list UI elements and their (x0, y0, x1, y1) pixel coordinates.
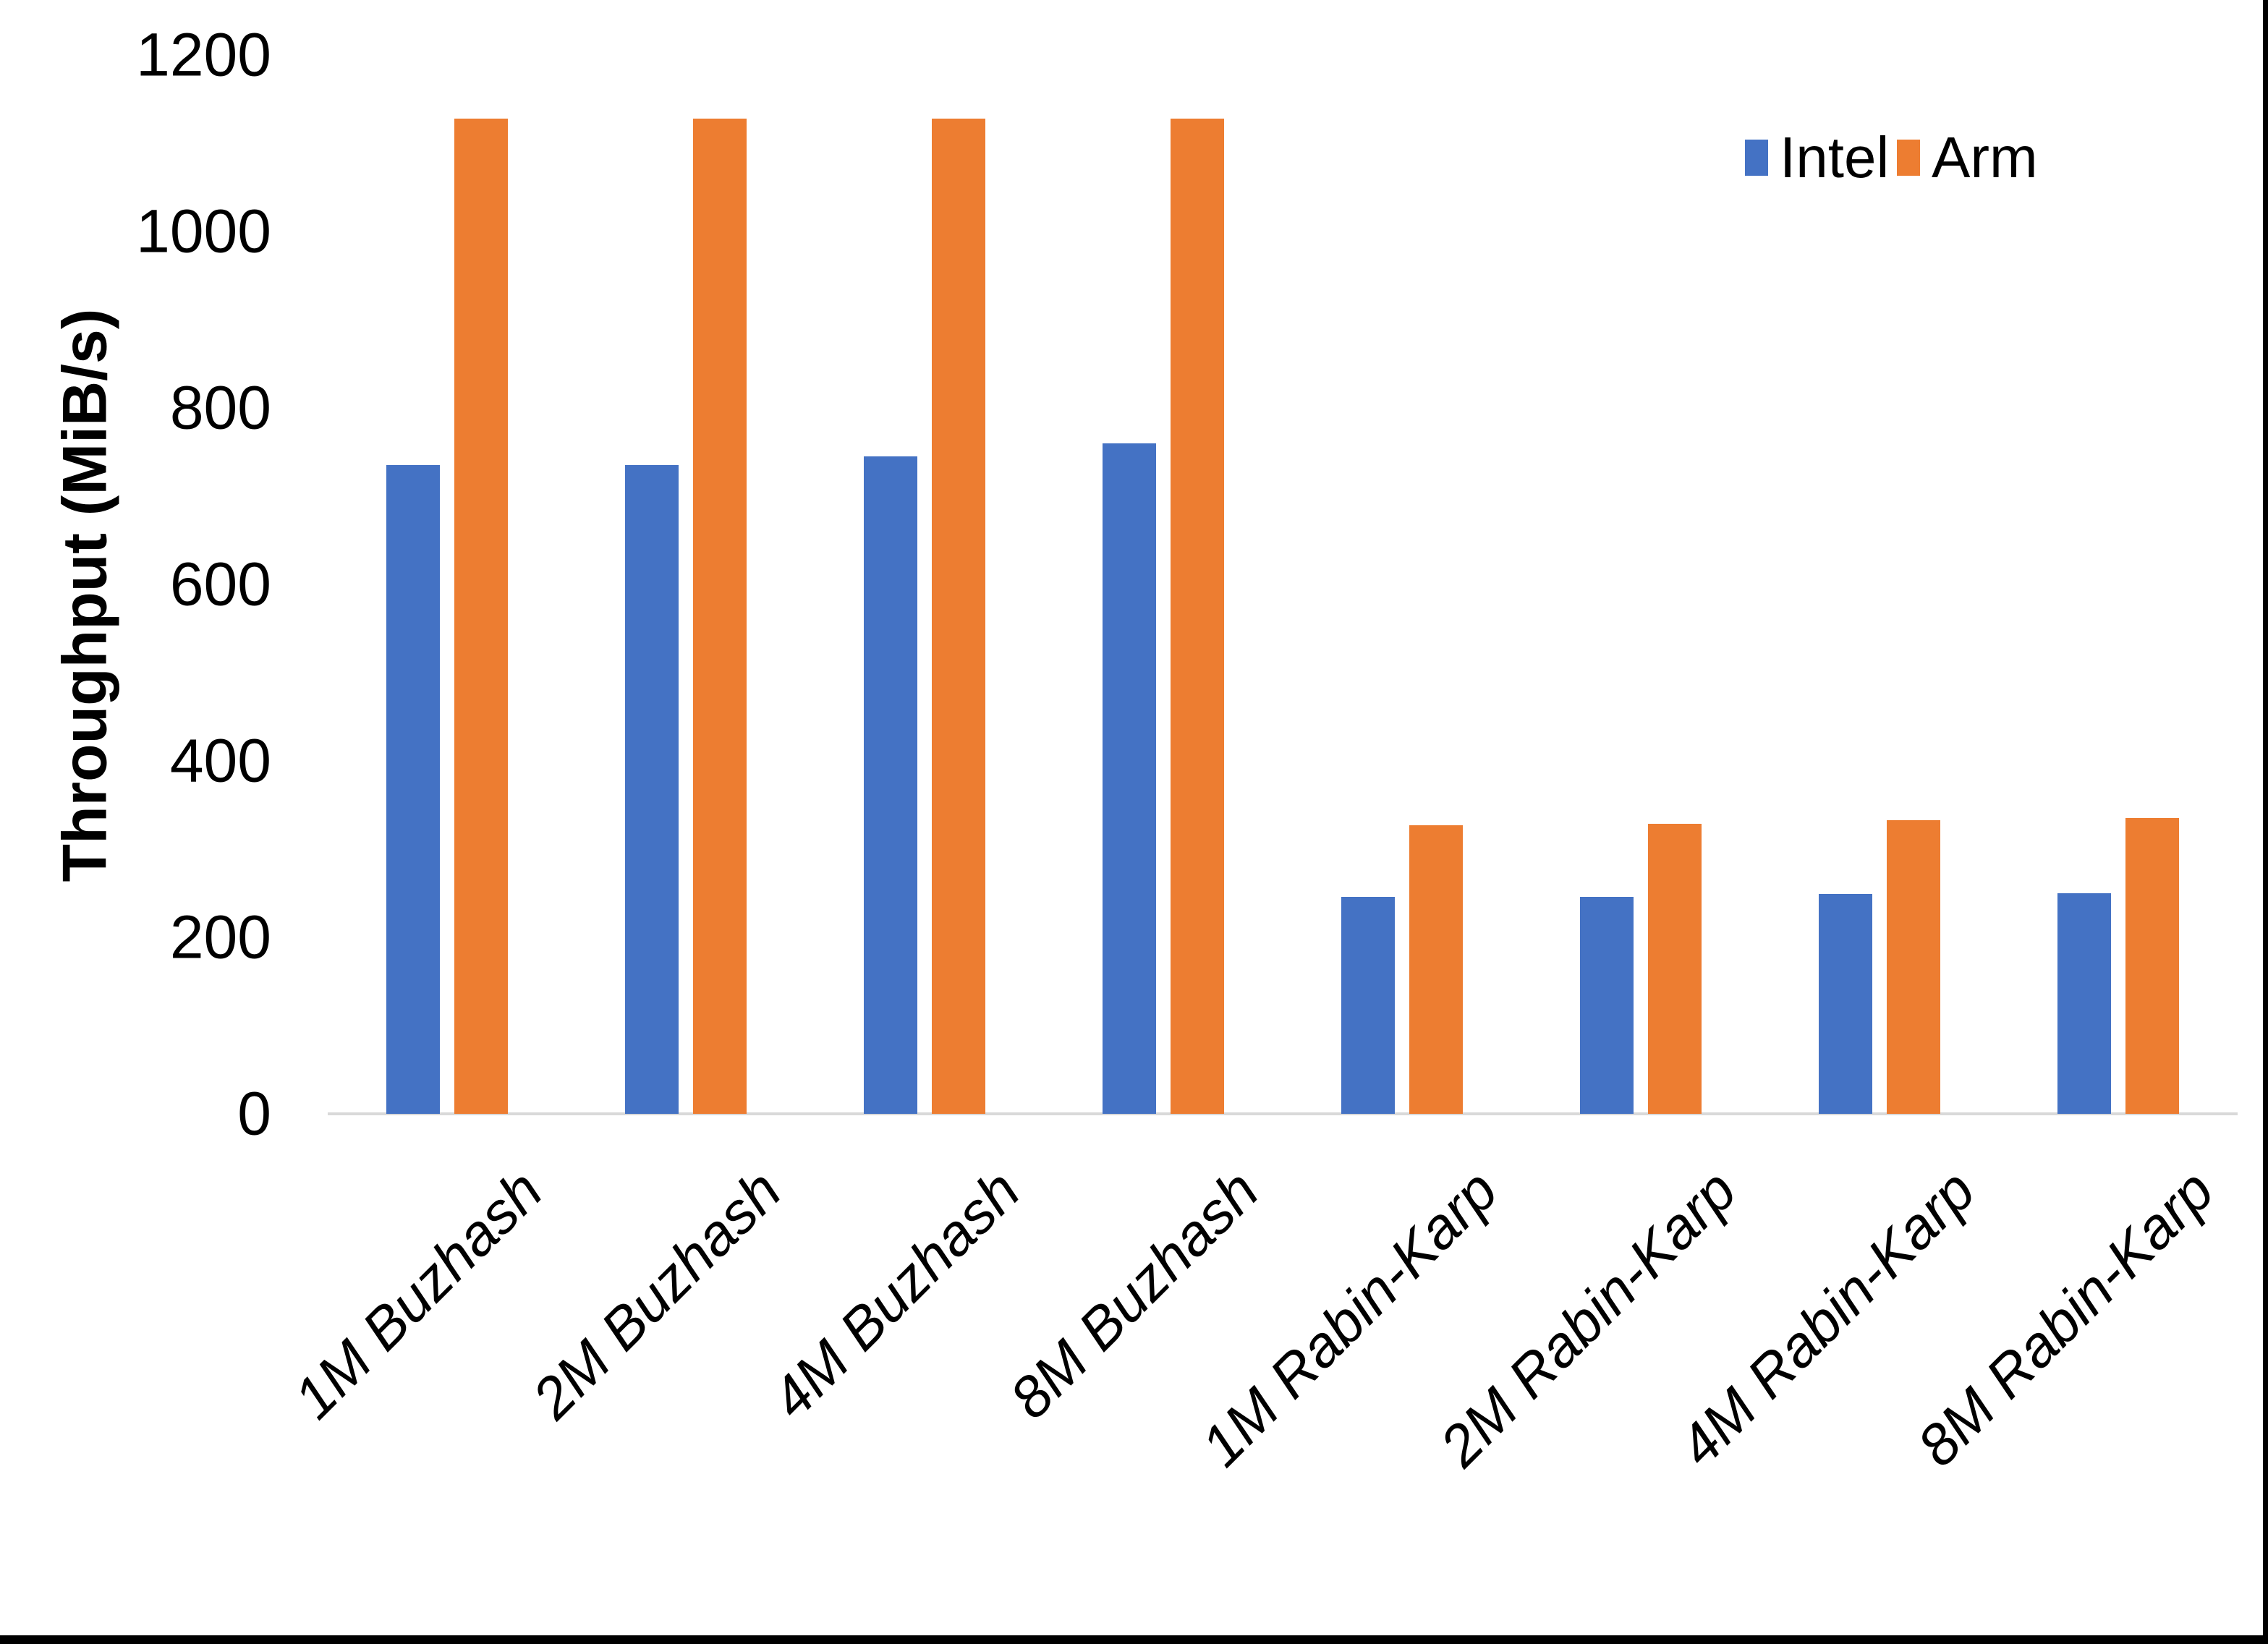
bar-intel-1m-rabin-karp (1341, 897, 1395, 1114)
y-axis-tick-label: 800 (169, 373, 271, 442)
y-axis-tick-label: 600 (169, 550, 271, 618)
legend-item-intel: Intel (1745, 124, 1889, 191)
y-axis-tick-label: 400 (169, 726, 271, 795)
screenshot-right-border (2263, 0, 2268, 1644)
x-axis-line (328, 1112, 2238, 1115)
y-axis-tick-label: 1200 (136, 20, 271, 89)
bar-arm-1m-rabin-karp (1409, 825, 1463, 1114)
bar-arm-2m-buzhash (693, 119, 747, 1114)
bar-intel-1m-buzhash (386, 465, 440, 1114)
y-axis-tick-label: 200 (169, 903, 271, 971)
x-axis-category-label: 4M Buzhash (759, 1157, 1032, 1431)
bar-intel-8m-rabin-karp (2057, 893, 2111, 1114)
y-axis-tick-label: 0 (237, 1079, 271, 1148)
x-axis-category-label: 1M Buzhash (281, 1157, 555, 1431)
bar-intel-4m-buzhash (864, 456, 917, 1114)
bar-intel-2m-buzhash (625, 465, 679, 1114)
legend-label-arm: Arm (1932, 125, 2038, 189)
bar-arm-4m-rabin-karp (1887, 820, 1940, 1114)
bar-intel-2m-rabin-karp (1580, 897, 1634, 1114)
bar-arm-4m-buzhash (932, 119, 985, 1114)
legend-label-intel: Intel (1780, 125, 1890, 189)
legend-item-arm: Arm (1897, 124, 2038, 191)
screenshot-bottom-border (0, 1635, 2268, 1644)
y-axis-tick-label: 1000 (136, 197, 271, 265)
bar-arm-2m-rabin-karp (1648, 824, 1702, 1114)
bar-arm-8m-buzhash (1171, 119, 1224, 1114)
legend-swatch-arm-icon (1897, 140, 1920, 176)
bar-arm-8m-rabin-karp (2125, 818, 2179, 1114)
bar-intel-4m-rabin-karp (1819, 894, 1872, 1114)
legend-swatch-intel-icon (1745, 140, 1768, 176)
bar-intel-8m-buzhash (1103, 443, 1156, 1114)
x-axis-category-label: 2M Buzhash (520, 1157, 794, 1431)
bar-arm-1m-buzhash (454, 119, 508, 1114)
